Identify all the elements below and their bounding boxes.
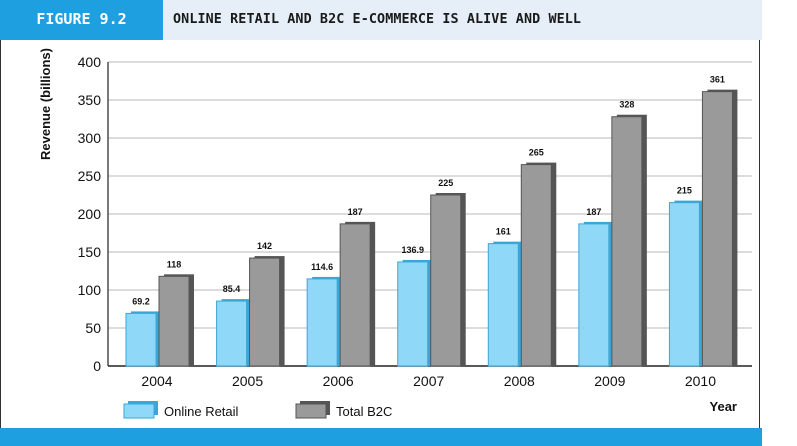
- figure-bottom-band: [0, 428, 762, 446]
- x-tick-label: 2004: [141, 373, 172, 389]
- bar-online-retail: [487, 241, 524, 367]
- data-label: 69.2: [132, 296, 150, 306]
- bar-online-retail: [306, 276, 343, 367]
- x-axis-label: Year: [710, 399, 737, 414]
- legend-item: Total B2C: [295, 401, 392, 419]
- legend-swatch: [295, 403, 327, 419]
- x-tick-label: 2005: [232, 373, 263, 389]
- data-label: 328: [619, 100, 634, 110]
- bars: 69.2 118 85.4 142 114.6 187 136.9 225 161 265 187 3…: [125, 75, 738, 367]
- bar-online-retail: [216, 299, 252, 367]
- y-tick-label: 150: [78, 244, 102, 260]
- figure-tag: FIGURE 9.2: [0, 0, 163, 40]
- x-tick-label: 2006: [323, 373, 354, 389]
- data-label: 142: [257, 241, 272, 251]
- legend-label: Online Retail: [164, 404, 239, 419]
- bar-total-b2c: [339, 221, 376, 367]
- bar-online-retail: [578, 221, 614, 367]
- bar-online-retail: [397, 259, 433, 367]
- bar-online-retail: [125, 311, 161, 367]
- axes: 0 50 100 150 200 250 300 350 400 2004 2005 2006 2007…: [78, 54, 717, 389]
- x-tick-label: 2007: [413, 373, 444, 389]
- y-tick-label: 50: [85, 320, 101, 336]
- bar-online-retail: [668, 200, 705, 367]
- figure-frame: [0, 40, 760, 428]
- data-label: 85.4: [223, 284, 241, 294]
- data-label: 215: [677, 186, 692, 196]
- data-label: 225: [438, 178, 453, 188]
- y-tick-label: 400: [78, 54, 102, 70]
- bar-total-b2c: [430, 193, 466, 367]
- data-label: 265: [529, 148, 544, 158]
- y-tick-label: 0: [93, 358, 101, 374]
- y-tick-label: 250: [78, 168, 102, 184]
- legend-swatch: [123, 403, 155, 419]
- x-tick-label: 2009: [594, 373, 625, 389]
- bar-total-b2c: [158, 274, 194, 367]
- data-label: 136.9: [401, 245, 424, 255]
- y-tick-label: 100: [78, 282, 102, 298]
- data-label: 161: [496, 227, 511, 237]
- legend-label: Total B2C: [336, 404, 392, 419]
- x-tick-label: 2010: [685, 373, 716, 389]
- figure-title: ONLINE RETAIL AND B2C E-COMMERCE IS ALIV…: [173, 12, 582, 27]
- bar-total-b2c: [520, 162, 557, 367]
- bar-total-b2c: [611, 114, 647, 367]
- y-tick-label: 200: [78, 206, 102, 222]
- y-tick-label: 350: [78, 92, 102, 108]
- figure-header: FIGURE 9.2 ONLINE RETAIL AND B2C E-COMME…: [0, 0, 762, 40]
- x-tick-label: 2008: [504, 373, 535, 389]
- data-label: 187: [348, 207, 363, 217]
- legend: Online Retail Total B2C: [123, 401, 392, 419]
- data-label: 187: [586, 207, 601, 217]
- y-axis-label: Revenue (billions): [38, 48, 53, 160]
- data-label: 118: [167, 259, 182, 269]
- bar-total-b2c: [701, 89, 738, 367]
- legend-item: Online Retail: [123, 401, 239, 419]
- y-tick-label: 300: [78, 130, 102, 146]
- data-label: 361: [710, 75, 725, 85]
- data-label: 114.6: [311, 262, 333, 272]
- bar-total-b2c: [249, 256, 285, 367]
